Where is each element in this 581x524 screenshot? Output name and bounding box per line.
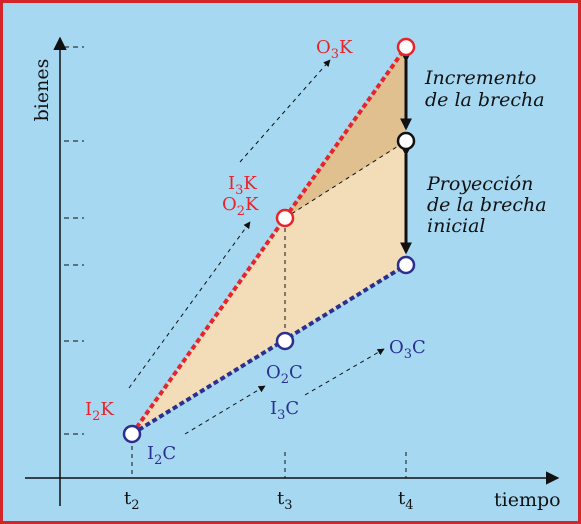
x-axis-label: tiempo [494, 489, 561, 511]
initial-gap-region [132, 141, 406, 434]
point-o3k [396, 37, 416, 57]
annotation-proyeccion-1: Proyección [426, 173, 533, 195]
label-o3k: O3K [316, 37, 353, 62]
x-tick-t4: t4 [398, 488, 414, 513]
annotation-incremento-1: Incremento [424, 67, 536, 89]
annotation-incremento-2: de la brecha [425, 89, 545, 111]
point-o2c [275, 331, 295, 351]
point-origin [122, 424, 142, 444]
point-projected-gap [396, 131, 416, 151]
annotation-proyeccion-3: inicial [427, 215, 486, 237]
label-i3k: I3K [228, 173, 257, 198]
projection-arrow-k-2 [239, 59, 331, 163]
label-o2k: O2K [222, 194, 259, 219]
x-tick-t2: t2 [124, 488, 140, 513]
point-o3c [396, 255, 416, 275]
label-o3c: O3C [389, 337, 426, 362]
k-series-line [130, 45, 408, 436]
label-i3c: I3C [270, 398, 299, 423]
y-axis-label: bienes [31, 59, 53, 122]
c-series-line [130, 263, 408, 436]
projection-arrow-c-2 [304, 348, 385, 396]
label-o2c: O2C [266, 362, 303, 387]
label-i2k: I2K [85, 399, 114, 424]
x-tick-t3: t3 [277, 488, 293, 513]
point-o2k [275, 208, 295, 228]
projection-arrow-k-1 [128, 221, 251, 389]
label-i2c: I2C [147, 443, 176, 468]
annotation-proyeccion-2: de la brecha [427, 194, 547, 216]
